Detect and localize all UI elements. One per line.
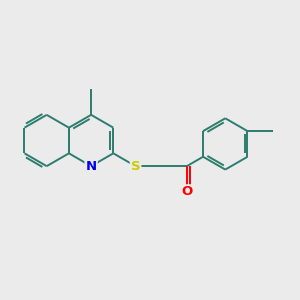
Text: S: S bbox=[131, 160, 140, 172]
Text: N: N bbox=[85, 160, 97, 172]
Text: O: O bbox=[181, 185, 192, 198]
